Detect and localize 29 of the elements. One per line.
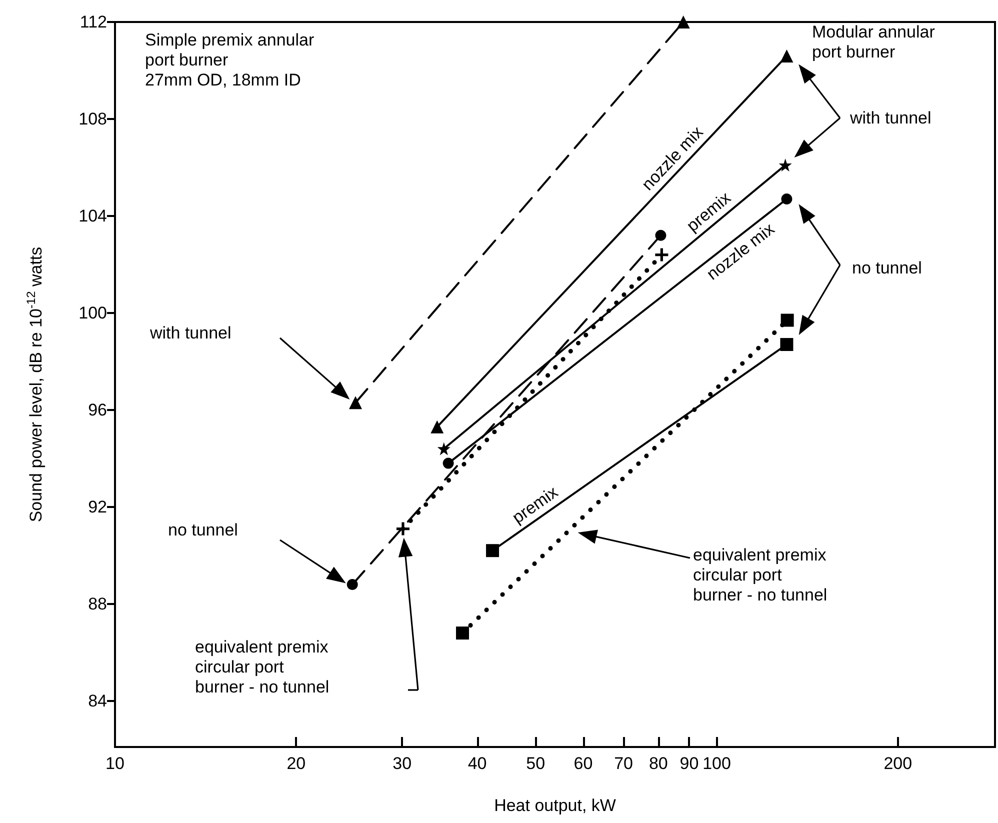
x-tick-label: 70	[614, 754, 633, 773]
y-tick-label: 88	[88, 594, 107, 614]
annotation: Simple premix annular port burner 27mm OD, 18mm ID	[145, 30, 314, 90]
y-tick-label: 96	[88, 400, 107, 420]
y-axis-title: Sound power level, dB re 10-12 watts	[24, 246, 46, 522]
annotation: Modular annular port burner	[812, 22, 936, 62]
annotation: with tunnel	[849, 108, 932, 128]
y-tick-label: 104	[78, 206, 107, 226]
y-tick-label: 92	[88, 497, 107, 516]
y-tick-label: 112	[80, 12, 107, 32]
annotation: with tunnel	[149, 324, 232, 342]
x-tick-label: 40	[468, 754, 487, 773]
annotation: no tunnel	[852, 258, 922, 278]
annotation: equivalent premix circular port burner - no tunnel	[195, 638, 330, 696]
x-tick-label: 90	[680, 754, 699, 773]
x-tick-label: 20	[286, 754, 306, 773]
x-axis-title: Heat output, kW	[494, 796, 616, 815]
x-tick-label: 200	[884, 754, 912, 773]
y-tick-label: 100	[78, 303, 107, 322]
x-tick-label: 30	[392, 754, 412, 773]
x-tick-label: 10	[106, 754, 124, 773]
annotation: equivalent premix circular port burner - no tunnel	[693, 546, 828, 604]
x-tick-label: 80	[648, 754, 668, 773]
annotation: no tunnel	[168, 520, 238, 540]
y-tick-label: 108	[78, 109, 107, 128]
x-tick-label: 50	[526, 754, 546, 773]
x-tick-label: 60	[574, 754, 593, 773]
y-tick-label: 84	[88, 691, 107, 710]
x-tick-label: 100	[702, 754, 731, 773]
